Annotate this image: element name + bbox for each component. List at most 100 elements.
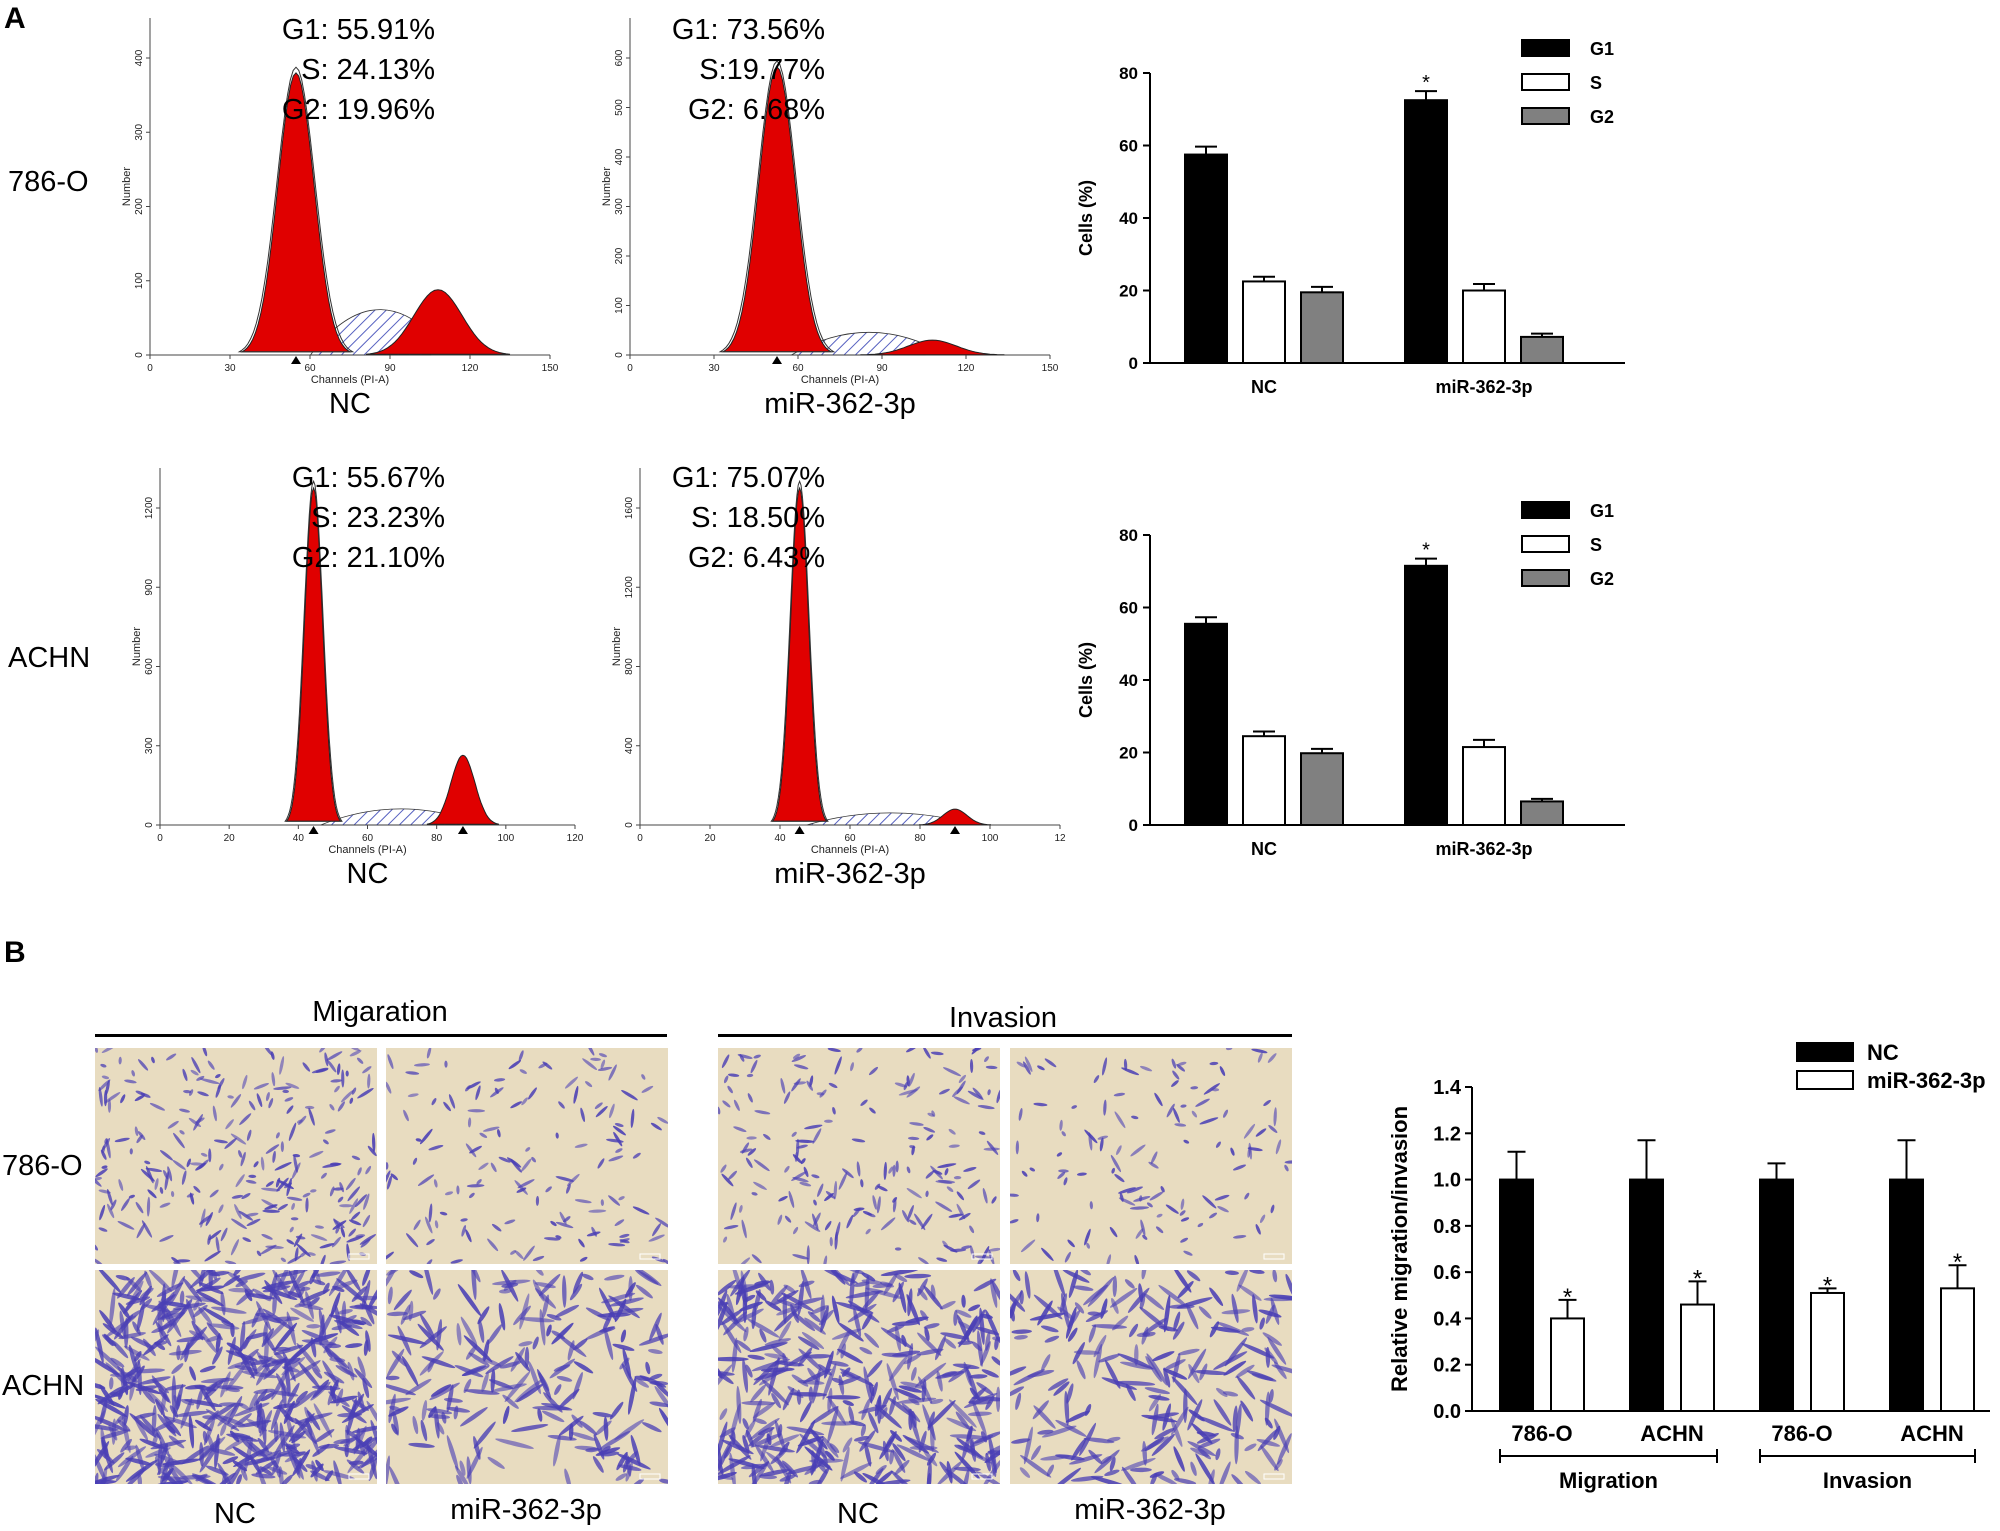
bar-mir-362-3p	[1940, 1287, 1975, 1413]
legend-swatch-g2	[1521, 107, 1570, 125]
stat-g1: G1: 55.91%	[281, 14, 435, 46]
bar-s	[1462, 746, 1506, 826]
micro-migration-achn-mir	[386, 1270, 668, 1484]
x-tick-label: 60	[844, 833, 856, 844]
histogram-condition-label: miR-362-3p	[764, 388, 916, 420]
g2-peak	[365, 289, 511, 355]
y-axis-title: Relative migration/invasion	[1387, 1106, 1412, 1392]
scale-bar	[1263, 1473, 1285, 1480]
bar-g2	[1520, 335, 1564, 364]
x-category-label: 786-O	[1771, 1421, 1832, 1446]
y-tick-label: 300	[614, 198, 625, 215]
cell-cycle-bar-chart-786o: 0 20 40 60 80 Cells (%) NC * miR-362-3p G1 S G2	[1076, 39, 1625, 397]
legend-label-g2: G2	[1590, 569, 1614, 589]
scale-bar	[639, 1473, 661, 1480]
y-tick-label: 0	[1129, 354, 1138, 373]
image-label-mir-invasion: miR-362-3p	[1074, 1494, 1226, 1526]
migration-divider	[95, 1034, 667, 1037]
legend-swatch-g2	[1521, 569, 1570, 587]
bar-mir-362-3p	[1680, 1303, 1715, 1412]
scale-bar	[639, 1253, 661, 1260]
x-tick-label: 0	[637, 833, 643, 844]
y-tick-label: 400	[624, 737, 635, 754]
scale-bar	[348, 1253, 370, 1260]
g1-marker	[291, 356, 301, 364]
stat-g2: G2: 6.43%	[687, 542, 825, 574]
histogram-outline	[770, 479, 829, 822]
x-tick-label: 100	[982, 833, 999, 844]
y-axis-title: Cells (%)	[1076, 642, 1096, 718]
legend-swatch-g1	[1521, 39, 1570, 57]
bar-nc	[1889, 1178, 1924, 1412]
y-tick-label: 100	[614, 297, 625, 314]
bar-nc	[1499, 1178, 1534, 1412]
scale-bar	[971, 1473, 993, 1480]
legend-label-g2: G2	[1590, 107, 1614, 127]
y-tick-label: 0.2	[1433, 1355, 1461, 1377]
stat-s: S: 24.13%	[301, 54, 435, 86]
row-label-786o: 786-O	[8, 166, 89, 198]
g1-marker	[772, 356, 782, 364]
y-tick-label: 600	[144, 658, 155, 675]
y-tick-label: 80	[1119, 64, 1138, 83]
stat-s: S: 18.50%	[691, 502, 825, 534]
g2-marker	[950, 826, 960, 834]
y-tick-label: 300	[134, 123, 145, 140]
micro-invasion-786o-mir	[1010, 1048, 1292, 1264]
stat-g2: G2: 21.10%	[291, 542, 445, 574]
bar-g2	[1520, 800, 1564, 826]
stat-g1: G1: 73.56%	[671, 14, 825, 46]
x-tick-label: 20	[224, 833, 236, 844]
micro-invasion-achn-nc	[718, 1270, 1000, 1484]
histogram-condition-label: NC	[346, 858, 389, 890]
image-label-nc-invasion: NC	[837, 1498, 879, 1530]
g2-peak	[918, 808, 992, 826]
y-tick-label: 80	[1119, 526, 1138, 545]
y-tick-label: 500	[614, 99, 625, 116]
legend-label-s: S	[1590, 73, 1602, 93]
x-tick-label: 120	[567, 833, 584, 844]
g2-marker	[457, 826, 468, 834]
micro-migration-786o-nc	[95, 1048, 377, 1264]
x-tick-label: 40	[293, 833, 305, 844]
image-label-mir-migration: miR-362-3p	[450, 1494, 602, 1526]
y-tick-label: 0	[144, 822, 155, 828]
histogram-outline	[237, 66, 355, 353]
x-axis-title: Channels (PI-A)	[811, 844, 889, 856]
flow-histogram-786-o-mir: 0 30 60 90 120 150 0 100 200 300 400 500 600 Channels…	[601, 18, 1059, 386]
bar-g1	[1184, 622, 1228, 826]
legend-swatch-s	[1521, 535, 1570, 553]
y-tick-label: 20	[1119, 744, 1138, 763]
x-tick-label: 12	[1054, 833, 1066, 844]
scale-bar	[348, 1473, 370, 1480]
bar-g2	[1300, 291, 1344, 364]
bar-s	[1462, 289, 1506, 364]
y-tick-label: 0.4	[1433, 1308, 1462, 1330]
row-label-786o-b: 786-O	[2, 1150, 83, 1182]
y-tick-label: 0	[624, 822, 635, 828]
micro-invasion-achn-mir	[1010, 1270, 1292, 1484]
x-category-label: 786-O	[1511, 1421, 1572, 1446]
y-tick-label: 0	[1129, 816, 1138, 835]
panel-a-label: A	[4, 2, 26, 35]
x-tick-label: 120	[462, 363, 479, 374]
y-tick-label: 600	[614, 49, 625, 66]
bar-nc	[1759, 1178, 1794, 1412]
bar-s	[1242, 280, 1286, 364]
x-axis-title: Channels (PI-A)	[328, 844, 406, 856]
x-tick-label: 0	[157, 833, 163, 844]
bar-g1	[1404, 99, 1448, 364]
g1-marker	[308, 826, 319, 834]
legend-swatch	[1796, 1042, 1854, 1062]
y-tick-label: 1.4	[1433, 1077, 1462, 1099]
y-axis-title: Number	[121, 167, 133, 206]
g2-peak	[860, 339, 1005, 356]
histogram-outline	[284, 479, 343, 822]
significance-mark: *	[1422, 540, 1430, 562]
y-axis-title: Number	[131, 627, 143, 666]
legend-label: NC	[1867, 1040, 1899, 1065]
significance-mark: *	[1563, 1284, 1572, 1311]
legend-swatch	[1796, 1070, 1854, 1090]
x-tick-label: 30	[224, 363, 236, 374]
